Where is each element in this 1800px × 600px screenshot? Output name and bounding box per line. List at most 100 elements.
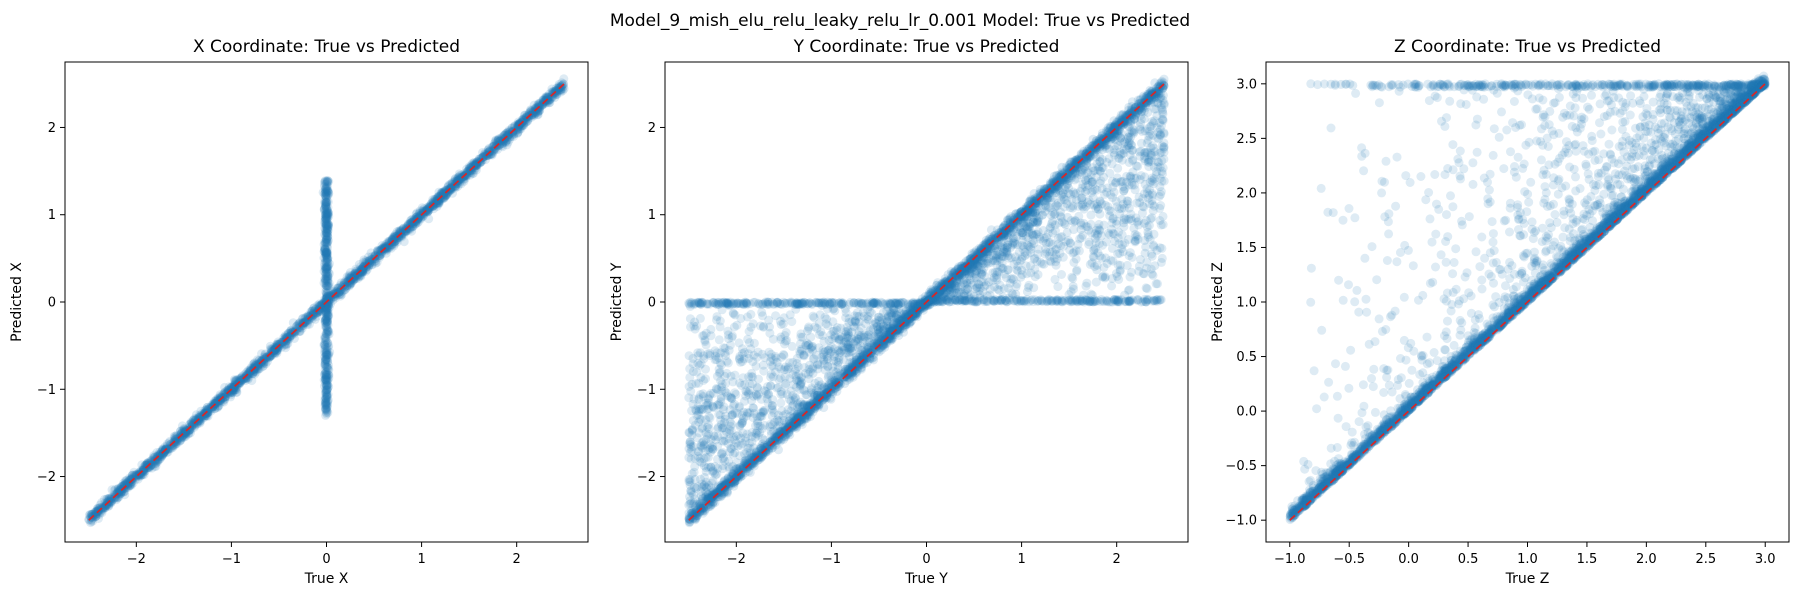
subplot-title: X Coordinate: True vs Predicted: [193, 37, 460, 57]
scatter-point: [317, 299, 326, 309]
scatter-point: [433, 193, 443, 203]
scatter-point: [320, 300, 330, 310]
scatter-point: [424, 206, 434, 216]
scatter-point: [324, 303, 334, 313]
scatter-point: [298, 321, 308, 331]
scatter-point: [476, 157, 486, 167]
scatter-point: [320, 177, 330, 187]
scatter-point: [497, 133, 507, 143]
scatter-point: [323, 308, 333, 318]
scatter-point: [320, 219, 330, 229]
scatter-point: [221, 392, 231, 402]
scatter-point: [357, 267, 367, 277]
scatter-point: [123, 483, 133, 492]
scatter-point: [302, 319, 312, 329]
scatter-point: [467, 162, 477, 172]
scatter-point: [304, 312, 314, 322]
scatter-point: [323, 243, 332, 253]
scatter-point: [481, 149, 491, 159]
scatter-point: [441, 186, 451, 196]
scatter-point: [322, 241, 332, 251]
scatter-point: [331, 287, 341, 297]
scatter-point: [323, 221, 333, 231]
scatter-point: [322, 380, 332, 390]
scatter-point: [476, 157, 485, 167]
scatter-point: [321, 336, 331, 346]
scatter-point: [265, 341, 275, 351]
scatter-point: [295, 327, 305, 337]
scatter-point: [309, 306, 319, 316]
scatter-point: [348, 275, 358, 285]
scatter-point: [313, 307, 323, 317]
scatter-point: [323, 186, 333, 196]
scatter-point: [554, 81, 564, 91]
scatter-point: [323, 197, 333, 207]
scatter-point: [87, 515, 97, 525]
scatter-point: [250, 369, 260, 379]
scatter-point: [512, 119, 522, 129]
scatter-point: [169, 431, 179, 441]
scatter-point: [394, 233, 403, 242]
scatter-point: [273, 339, 283, 349]
scatter-point: [322, 222, 332, 232]
scatter-point: [127, 473, 137, 483]
scatter-point: [461, 170, 471, 180]
scatter-point: [100, 503, 110, 513]
scatter-point: [350, 274, 360, 284]
scatter-point: [434, 198, 444, 208]
scatter-point: [113, 485, 123, 495]
scatter-point: [237, 372, 247, 382]
scatter-point: [323, 210, 333, 220]
scatter-point: [322, 316, 332, 326]
scatter-point: [194, 413, 203, 423]
scatter-point: [428, 202, 438, 212]
scatter-point: [500, 136, 510, 146]
scatter-point: [443, 187, 453, 197]
scatter-point: [321, 262, 331, 272]
scatter-point: [433, 194, 443, 204]
scatter-point: [544, 95, 554, 105]
scatter-point: [321, 194, 331, 204]
scatter-point: [181, 430, 191, 440]
scatter-point: [93, 506, 103, 515]
scatter-point: [465, 168, 475, 178]
x-tick-label: 2: [513, 552, 521, 567]
scatter-point: [320, 191, 330, 201]
scatter-point: [320, 301, 329, 311]
scatter-point: [448, 179, 458, 189]
scatter-point: [494, 134, 504, 144]
scatter-point: [269, 348, 279, 358]
scatter-point: [504, 133, 514, 143]
scatter-point: [321, 191, 331, 201]
scatter-point: [321, 236, 331, 245]
scatter-point: [323, 221, 333, 231]
scatter-point: [322, 355, 332, 365]
scatter-point: [320, 243, 329, 253]
scatter-point: [323, 228, 333, 238]
scatter-point: [478, 155, 488, 165]
scatter-point: [396, 232, 406, 241]
scatter-point: [272, 341, 282, 351]
scatter-point: [97, 505, 107, 515]
scatter-point: [367, 257, 377, 267]
scatter-point: [321, 206, 331, 216]
scatter-point: [314, 306, 324, 316]
scatter-point: [405, 218, 415, 228]
scatter-point: [127, 470, 137, 480]
scatter-point: [323, 320, 333, 330]
scatter-point: [320, 264, 330, 274]
scatter-point: [508, 128, 517, 138]
scatter-point: [321, 318, 331, 328]
scatter-point: [120, 490, 130, 500]
scatter-point: [322, 299, 332, 309]
scatter-point: [213, 395, 223, 405]
scatter-point: [234, 380, 243, 390]
scatter-point: [203, 408, 213, 418]
scatter-point: [340, 282, 350, 292]
scatter-point: [320, 182, 329, 192]
figure-suptitle: Model_9_mish_elu_relu_leaky_relu_lr_0.00…: [610, 11, 1190, 31]
scatter-point: [440, 187, 450, 197]
scatter-point: [321, 211, 331, 221]
scatter-point: [411, 217, 421, 227]
scatter-point: [364, 256, 374, 266]
